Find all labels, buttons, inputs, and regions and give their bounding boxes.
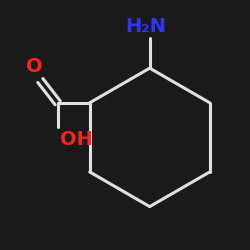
Text: H₂N: H₂N [126, 17, 166, 36]
Text: OH: OH [60, 130, 93, 149]
Text: O: O [26, 57, 42, 76]
